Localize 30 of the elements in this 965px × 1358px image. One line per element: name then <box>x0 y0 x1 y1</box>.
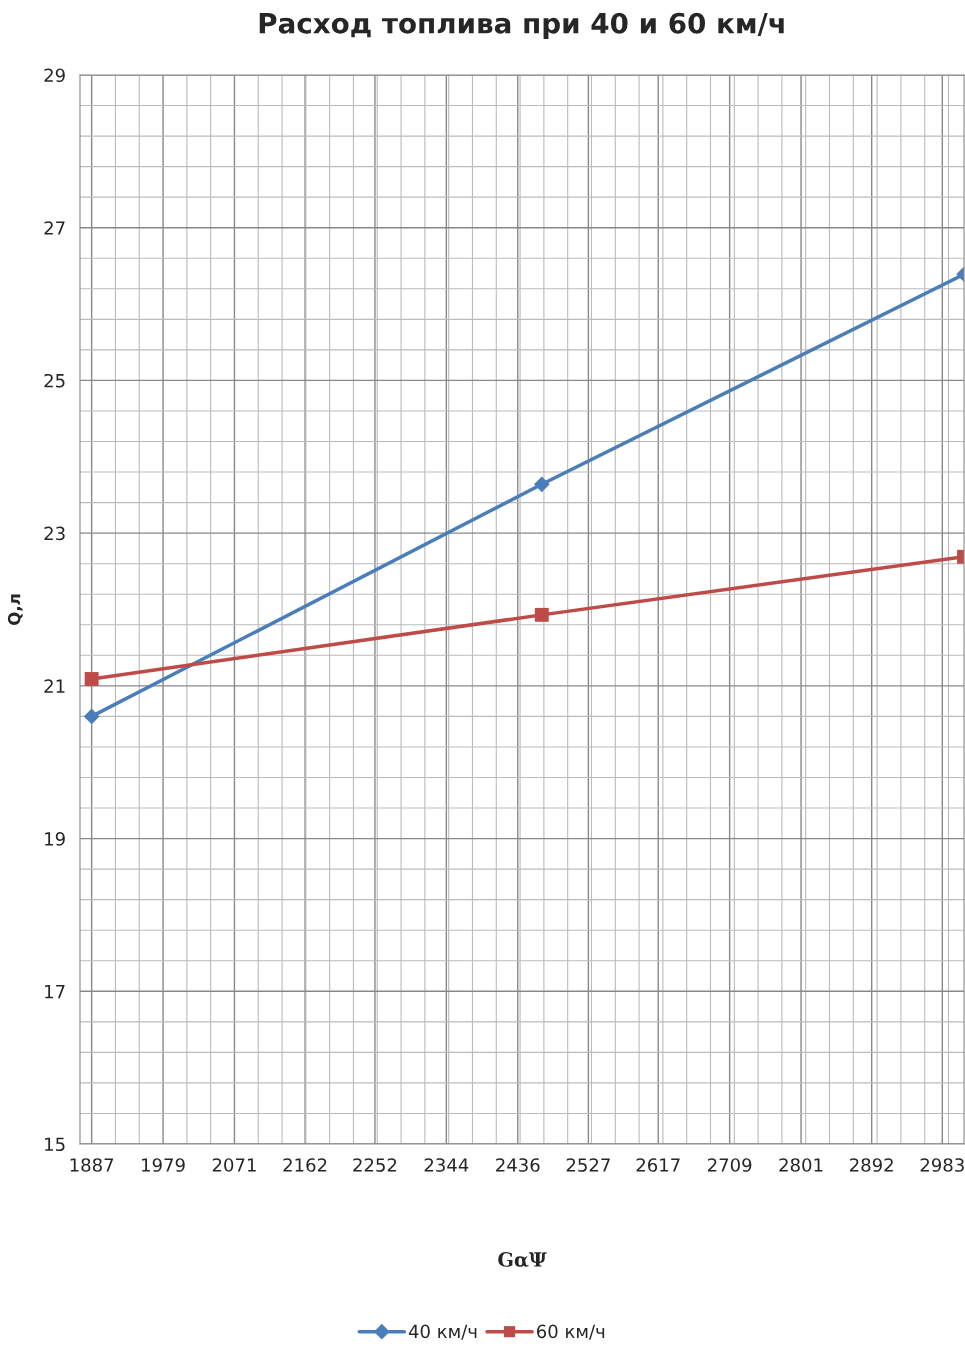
y-tick-label: 23 <box>44 526 65 541</box>
x-tick-label: 2801 <box>779 1158 823 1172</box>
x-tick-label: 2344 <box>424 1158 469 1172</box>
y-tick-label: 17 <box>45 984 65 999</box>
x-tick-label: 2071 <box>212 1158 256 1172</box>
x-tick-label: 2527 <box>566 1158 610 1172</box>
y-tick-label: 25 <box>44 373 65 388</box>
x-tick-label: 2892 <box>850 1158 893 1172</box>
x-tick-label: 2983 <box>920 1158 964 1172</box>
x-tick-label: 2617 <box>636 1158 680 1172</box>
x-tick-label: 1887 <box>70 1158 114 1172</box>
x-tick-label: 1979 <box>142 1158 185 1172</box>
y-tick-label: 19 <box>45 832 65 846</box>
legend-label: 40 км/ч <box>408 1324 477 1340</box>
point <box>533 476 550 493</box>
point <box>534 607 549 622</box>
point <box>84 672 99 686</box>
point <box>83 708 100 725</box>
x-tick-label: 2162 <box>283 1158 327 1172</box>
legend-label: 60 км/ч <box>537 1324 605 1340</box>
y-tick-label: 15 <box>45 1137 65 1152</box>
y-tick-label: 21 <box>44 679 65 693</box>
x-axis-title: GαΨ <box>498 1252 547 1267</box>
x-tick-label: 2252 <box>353 1158 397 1172</box>
chart-title: Расход топлива при 40 и 60 км/ч <box>259 12 784 40</box>
x-tick-label: 2436 <box>496 1158 540 1172</box>
y-tick-label: 27 <box>44 221 65 235</box>
y-axis-title: Q,л <box>7 594 23 626</box>
x-tick-label: 2709 <box>707 1158 752 1172</box>
y-tick-label: 29 <box>44 68 65 83</box>
